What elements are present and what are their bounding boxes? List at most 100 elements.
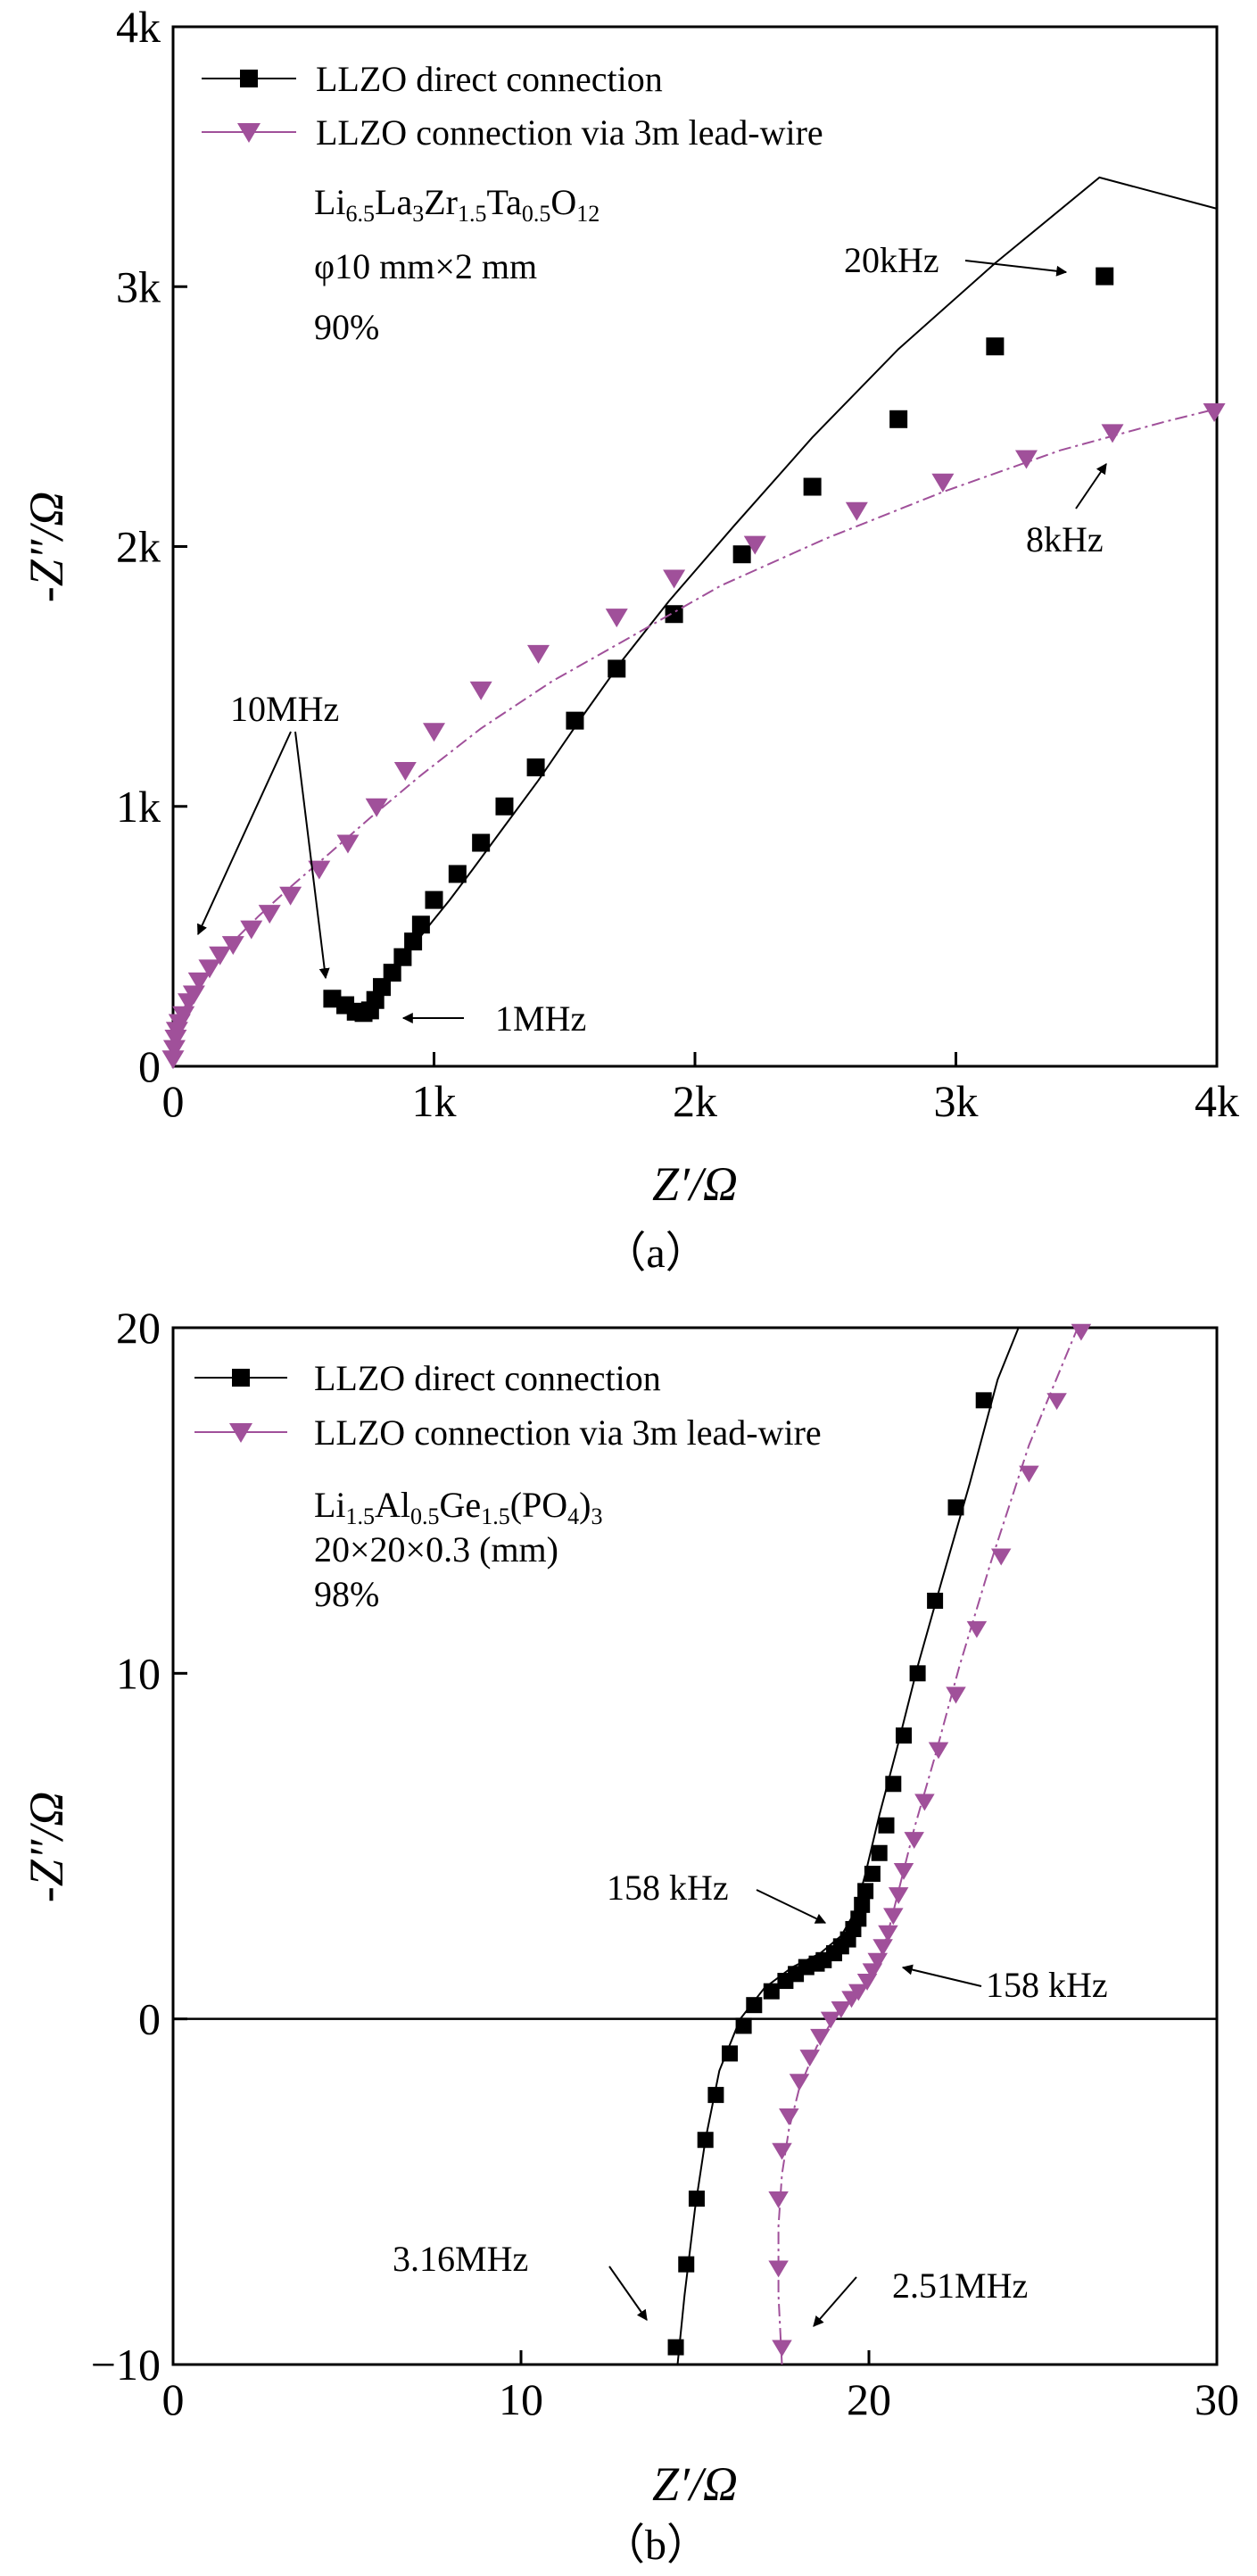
marker-a-1-1 xyxy=(162,1040,186,1059)
marker-a-0-8 xyxy=(393,948,412,966)
marker-b-0-23 xyxy=(878,1817,895,1834)
marker-b-1-6 xyxy=(799,2050,820,2067)
plot-frame-b xyxy=(171,1326,1219,2366)
sample-density-a: 90% xyxy=(314,307,379,347)
marker-a-0-7 xyxy=(383,964,401,982)
annotations-b: 158 kHz 158 kHz 3.16MHz 2.51MHz xyxy=(393,1868,1108,2327)
annotation-251mhz-arrow xyxy=(813,2276,857,2327)
marker-b-1-27 xyxy=(1046,1393,1067,1411)
marker-b-0-19 xyxy=(854,1896,871,1913)
annotation-20khz: 20kHz xyxy=(844,240,939,280)
marker-b-1-23 xyxy=(946,1686,966,1704)
marker-a-0-19 xyxy=(732,545,751,564)
marker-b-0-4 xyxy=(707,2086,724,2103)
marker-a-1-19 xyxy=(423,723,445,742)
marker-b-0-28 xyxy=(947,1499,964,1516)
annotation-10mhz: 10MHz xyxy=(230,689,339,729)
marker-a-0-20 xyxy=(803,477,822,496)
marker-a-0-21 xyxy=(889,410,908,428)
marker-b-1-21 xyxy=(914,1793,935,1811)
annotation-316mhz-arrow xyxy=(608,2265,648,2321)
marker-b-1-22 xyxy=(928,1742,949,1760)
marker-a-1-24 xyxy=(743,535,766,555)
marker-a-1-20 xyxy=(469,681,492,700)
annotation-158khz-direct-arrow xyxy=(756,1889,827,1924)
marker-a-1-0 xyxy=(161,1050,185,1070)
annotations-a: 10MHz 1MHz 20kHz 8kHz xyxy=(197,240,1107,1039)
marker-b-1-17 xyxy=(883,1908,904,1926)
x-tick-label-a-3: 3k xyxy=(934,1076,979,1126)
marker-b-1-15 xyxy=(872,1939,893,1957)
x-tick-label-b-0: 0 xyxy=(162,2374,185,2424)
marker-a-0-13 xyxy=(472,833,491,852)
marker-a-1-18 xyxy=(393,761,417,781)
y-tick-label-b-2: 10 xyxy=(116,1648,161,1698)
marker-a-1-17 xyxy=(365,798,388,817)
legend-b: LLZO direct connection LLZO connection v… xyxy=(194,1358,822,1453)
annotation-20khz-arrow xyxy=(964,260,1068,277)
marker-b-0-8 xyxy=(763,1983,780,2000)
marker-b-1-8 xyxy=(820,2011,841,2029)
marker-b-0-26 xyxy=(909,1665,926,1682)
series-line-a-1 xyxy=(172,408,1218,1062)
marker-b-0-20 xyxy=(857,1883,874,1900)
marker-b-1-5 xyxy=(789,2074,810,2091)
marker-a-0-14 xyxy=(495,797,514,816)
sample-formula-b: Li1.5Al0.5Ge1.5(PO4)3 xyxy=(314,1485,602,1529)
marker-a-0-17 xyxy=(608,659,626,678)
marker-b-0-27 xyxy=(927,1592,944,1609)
y-tick-label-a-1: 1k xyxy=(116,782,161,832)
marker-b-1-26 xyxy=(1019,1465,1039,1483)
x-axis-label-a: Z′/Ω xyxy=(652,1157,738,1211)
marker-a-1-25 xyxy=(845,501,868,521)
marker-a-1-8 xyxy=(187,972,211,991)
marker-a-0-11 xyxy=(425,890,443,909)
annotation-1mhz: 1MHz xyxy=(495,998,586,1039)
x-axis-label-b: Z′/Ω xyxy=(652,2457,738,2511)
marker-a-1-2 xyxy=(164,1029,187,1048)
series-line-a-0 xyxy=(331,176,1218,1015)
marker-a-1-11 xyxy=(221,936,244,956)
y-axis-label-b: -Z″/Ω xyxy=(20,1792,73,1903)
marker-a-0-9 xyxy=(404,932,423,951)
marker-a-1-12 xyxy=(240,920,263,940)
marker-a-1-15 xyxy=(308,860,331,880)
marker-b-0-22 xyxy=(871,1844,888,1861)
legend-b-marker-lead xyxy=(229,1423,252,1443)
marker-b-0-29 xyxy=(975,1392,992,1409)
legend-a-marker-lead xyxy=(237,123,260,143)
sample-formula-a: Li6.5La3Zr1.5Ta0.5O12 xyxy=(314,182,600,227)
caption-b: （b） xyxy=(602,2522,709,2569)
axes-a: 0 1k 2k 3k 4k 0 1k 2k 3k 4k xyxy=(116,2,1239,1126)
x-tick-label-a-2: 2k xyxy=(673,1076,717,1126)
annotation-10mhz-arrow-2 xyxy=(294,731,330,980)
marker-b-0-2 xyxy=(688,2191,705,2207)
legend-a-marker-direct xyxy=(240,70,258,87)
marker-a-1-22 xyxy=(605,609,628,628)
y-tick-label-b-1: 0 xyxy=(138,1994,161,2044)
marker-a-1-29 xyxy=(1203,403,1226,423)
marker-b-1-25 xyxy=(990,1548,1012,1566)
x-tick-label-a-0: 0 xyxy=(162,1076,185,1126)
marker-a-0-12 xyxy=(448,865,467,883)
x-tick-label-a-1: 1k xyxy=(412,1076,457,1126)
marker-a-1-14 xyxy=(279,886,302,906)
marker-b-0-7 xyxy=(746,1997,763,2014)
y-tick-label-a-0: 0 xyxy=(138,1041,161,1091)
legend-a-label-direct: LLZO direct connection xyxy=(316,59,663,99)
y-tick-label-a-4: 4k xyxy=(116,2,161,52)
marker-b-1-4 xyxy=(779,2108,799,2125)
y-tick-label-a-2: 2k xyxy=(116,522,161,572)
marker-b-0-6 xyxy=(735,2017,752,2034)
marker-a-1-27 xyxy=(1014,450,1038,469)
marker-a-1-21 xyxy=(527,644,550,664)
legend-b-marker-direct xyxy=(232,1369,250,1387)
x-tick-label-b-3: 30 xyxy=(1195,2374,1239,2424)
panel-a: 0 1k 2k 3k 4k 0 1k 2k 3k 4k Z′/Ω -Z″/Ω （a） LLZO d… xyxy=(20,2,1239,1277)
annotation-8khz: 8kHz xyxy=(1026,519,1104,559)
sample-info-a: Li6.5La3Zr1.5Ta0.5O12 φ10 mm×2 mm 90% xyxy=(314,182,600,347)
y-tick-label-a-3: 3k xyxy=(116,261,161,311)
marker-b-1-18 xyxy=(888,1887,909,1905)
